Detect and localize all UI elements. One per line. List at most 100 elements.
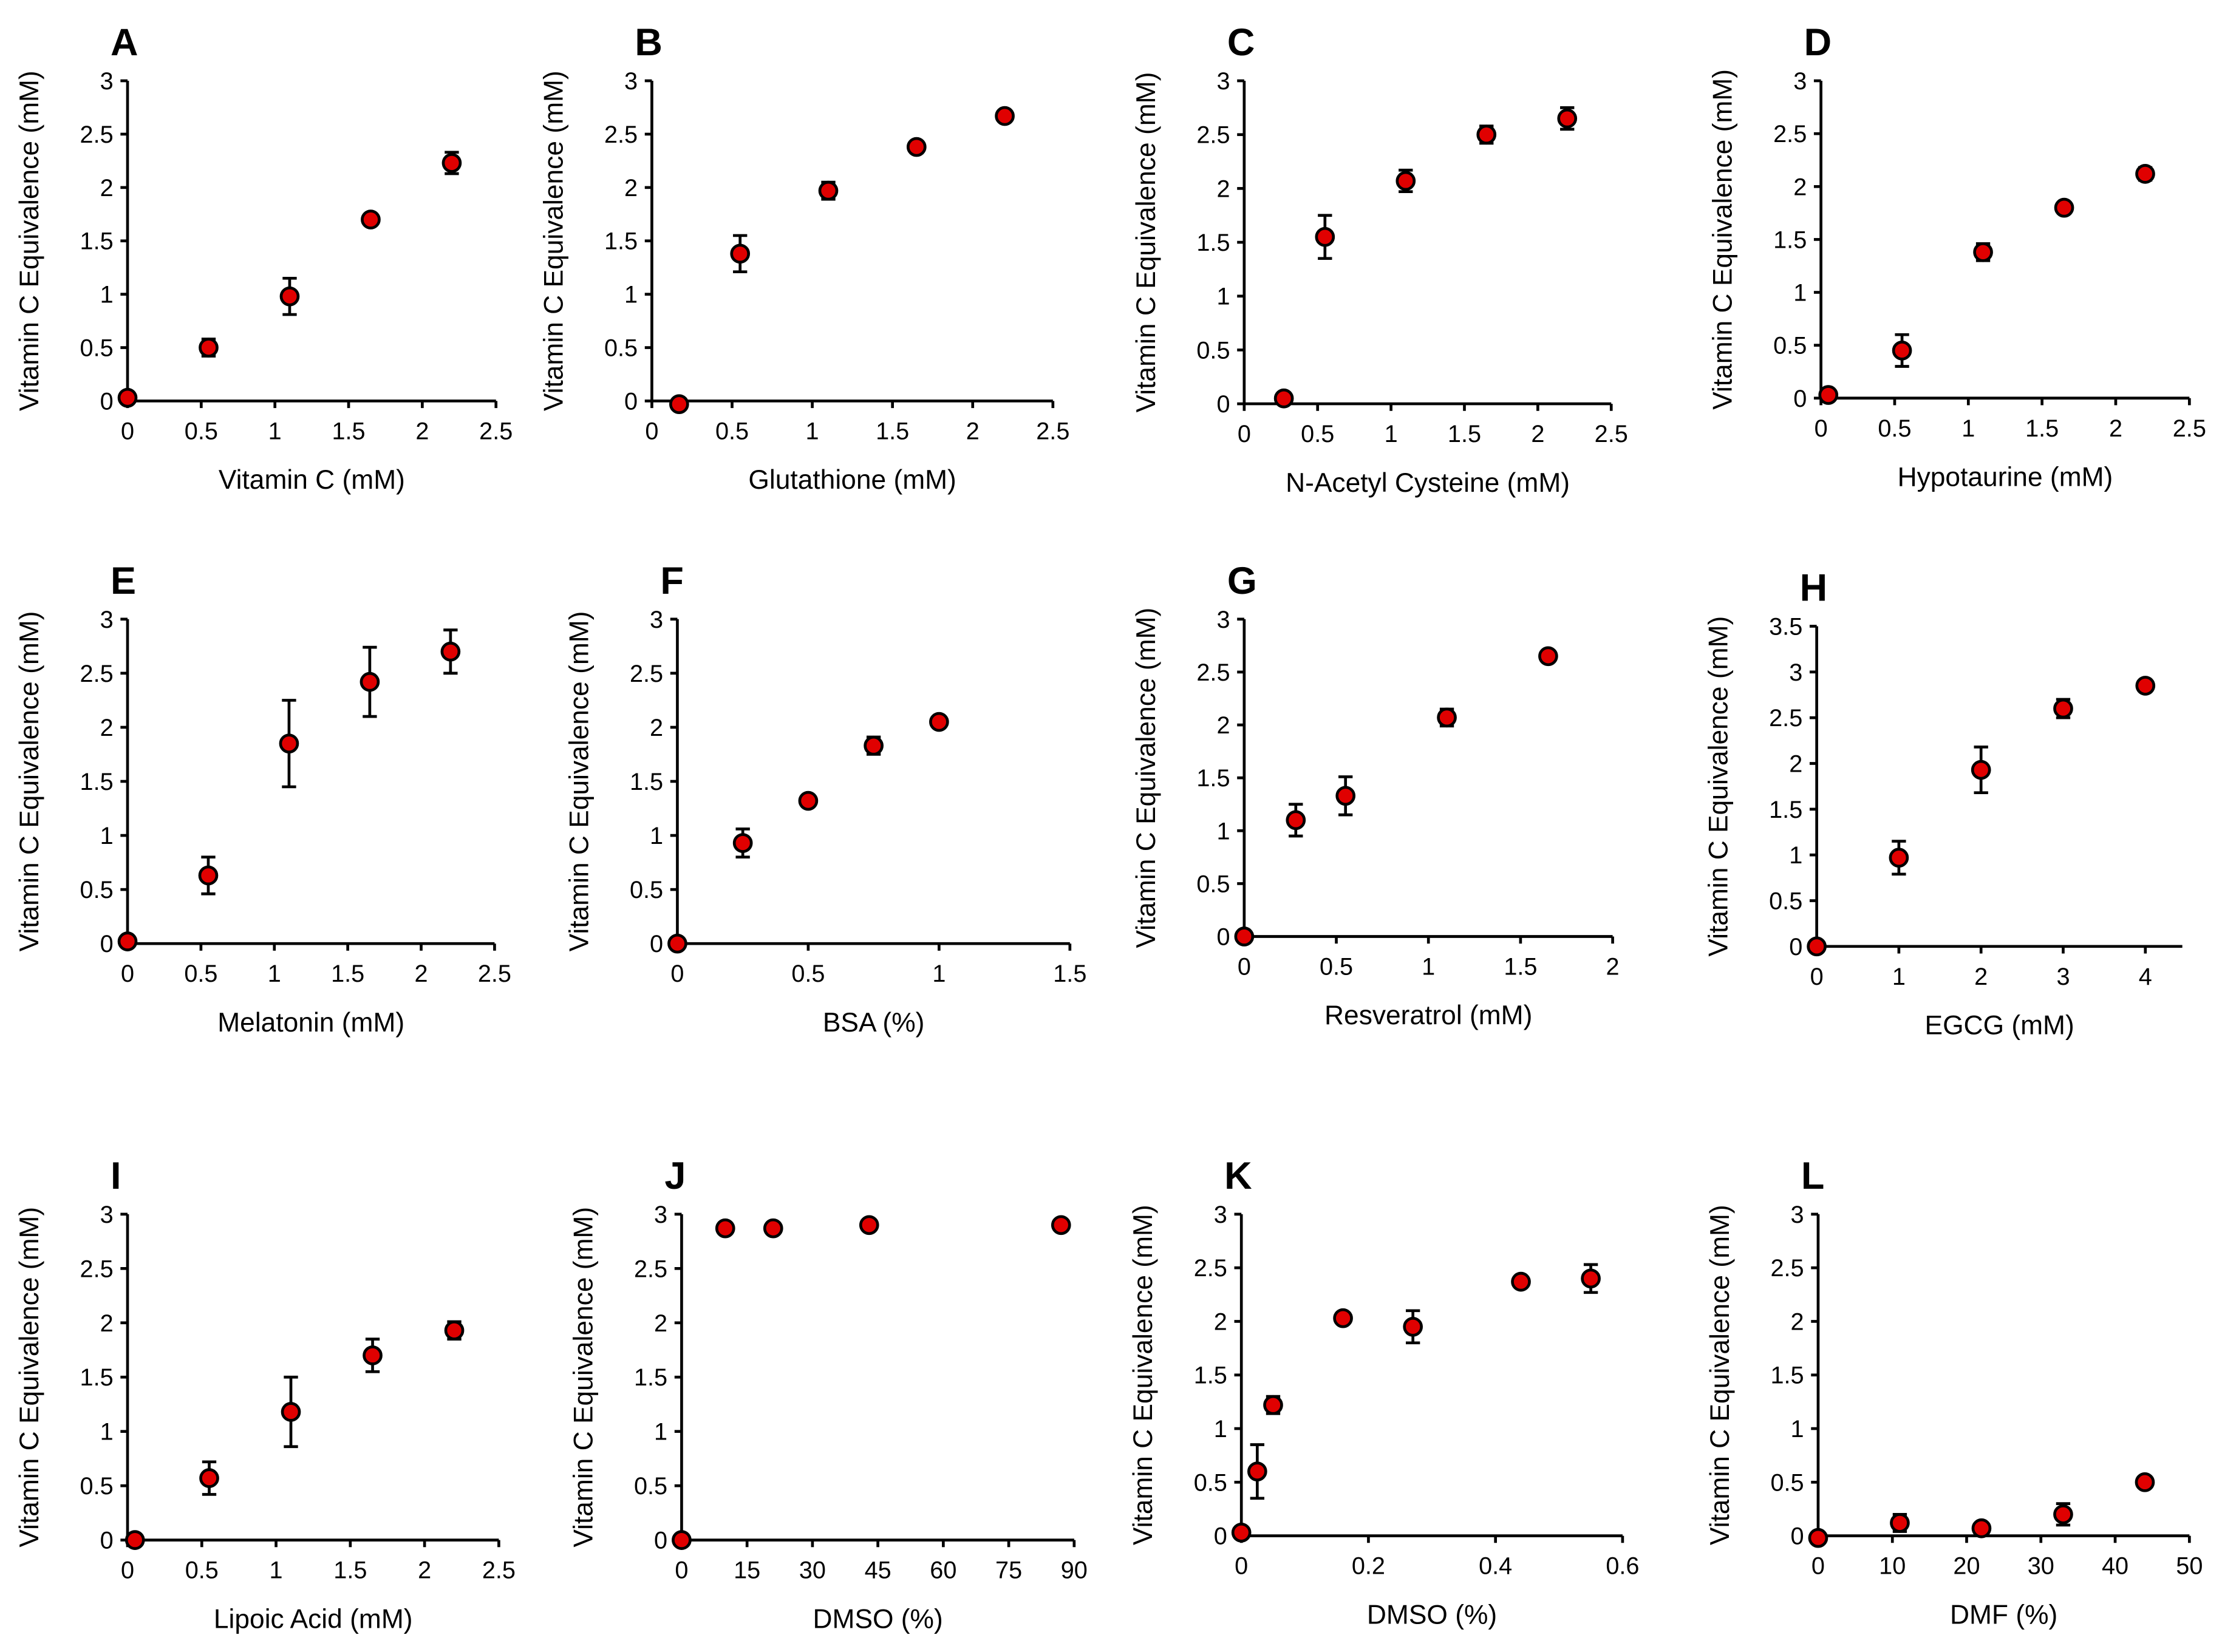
y-tick-label: 2.5	[1769, 705, 1802, 732]
x-tick-label: 0.5	[1320, 954, 1353, 981]
marker	[2053, 698, 2073, 719]
marker	[667, 933, 687, 954]
y-tick-label: 1.5	[1769, 797, 1802, 823]
data-point	[2053, 698, 2073, 719]
y-tick-label: 0.5	[1769, 888, 1802, 915]
data-point	[441, 151, 462, 175]
y-tick-label: 1	[1789, 842, 1802, 869]
x-tick-label: 1	[268, 418, 282, 444]
data-point	[1581, 1263, 1601, 1294]
panel-letter: J	[664, 1155, 686, 1197]
x-tick-label: 2.5	[1036, 418, 1069, 444]
y-tick-label: 2	[1214, 1308, 1227, 1335]
y-tick-label: 2.5	[1196, 659, 1230, 686]
y-tick-label: 0.5	[80, 877, 114, 903]
data-point	[669, 394, 689, 415]
x-tick-label: 1.5	[2025, 415, 2059, 442]
x-axis-label: Resveratrol (mM)	[1324, 1001, 1532, 1030]
panel-letter: G	[1227, 560, 1257, 602]
y-axis-label: Vitamin C Equivalence (mM)	[15, 611, 44, 952]
x-tick-label: 1	[1961, 415, 1975, 442]
y-tick-label: 1.5	[604, 228, 638, 255]
marker	[1051, 1215, 1071, 1236]
marker	[1286, 810, 1306, 831]
y-tick-label: 0	[1791, 1523, 1804, 1550]
x-tick-label: 1	[806, 418, 819, 444]
marker	[1538, 646, 1558, 667]
y-axis-label: Vitamin C Equivalence (mM)	[1131, 608, 1161, 948]
y-tick-label: 0	[654, 1528, 667, 1554]
marker	[1581, 1268, 1601, 1289]
marker	[441, 153, 462, 173]
data-point	[117, 387, 138, 408]
y-tick-label: 0.5	[1196, 871, 1230, 897]
marker	[1808, 1528, 1828, 1548]
y-tick-label: 2	[100, 175, 114, 202]
data-point	[1273, 388, 1294, 409]
data-point	[730, 234, 751, 274]
y-tick-label: 2	[1791, 1308, 1804, 1335]
y-tick-label: 3	[1216, 68, 1230, 95]
marker	[672, 1530, 692, 1550]
y-axis-label: Vitamin C Equivalence (mM)	[1131, 72, 1161, 413]
x-tick-label: 3	[2056, 964, 2070, 990]
marker	[1973, 242, 1993, 262]
y-tick-label: 2.5	[80, 661, 114, 687]
data-point	[2053, 1502, 2073, 1527]
marker	[995, 106, 1015, 126]
x-tick-label: 0.5	[184, 960, 217, 987]
y-tick-label: 3	[1793, 68, 1807, 95]
x-tick-label: 1	[1385, 421, 1398, 447]
y-tick-label: 1	[1216, 818, 1230, 845]
marker	[798, 790, 819, 811]
x-tick-label: 0	[1815, 415, 1828, 442]
y-tick-label: 2.5	[80, 1256, 114, 1282]
y-tick-label: 2	[100, 715, 114, 741]
x-tick-label: 0.2	[1352, 1553, 1385, 1580]
y-tick-label: 1.5	[630, 769, 663, 795]
y-tick-label: 2.5	[1770, 1255, 1804, 1282]
y-tick-label: 1	[100, 823, 114, 849]
data-point	[1538, 646, 1558, 667]
y-tick-label: 1.5	[1773, 226, 1807, 253]
data-point	[2135, 164, 2155, 184]
marker	[859, 1215, 879, 1236]
marker	[2135, 164, 2155, 184]
marker	[440, 641, 461, 662]
x-axis-label: Lipoic Acid (mM)	[214, 1604, 413, 1634]
y-axis-label: Vitamin C Equivalence (mM)	[1704, 616, 1734, 957]
x-tick-label: 2.5	[2173, 415, 2206, 442]
x-tick-label: 2	[1974, 964, 1988, 990]
x-tick-label: 0	[1810, 964, 1824, 990]
y-tick-label: 3	[100, 607, 114, 633]
data-point	[818, 180, 839, 201]
panel-letter: F	[660, 560, 683, 602]
x-tick-label: 30	[2028, 1553, 2054, 1580]
panel-i: I 0 0.5 1 1.5 2 2.5 3 0 0.5 1 1.5 2 2.5 Lipoic Acid (m…	[15, 1155, 516, 1634]
marker	[2135, 1472, 2155, 1492]
marker	[444, 1320, 465, 1341]
marker	[1511, 1271, 1531, 1292]
panel-g: G 0 0.5 1 1.5 2 2.5 3 0 0.5 1 1.5 2 Resveratrol (mM) V…	[1131, 560, 1620, 1030]
data-point	[1557, 106, 1578, 131]
data-point	[1335, 775, 1356, 817]
x-tick-label: 1.5	[1448, 421, 1481, 447]
y-tick-label: 3	[1214, 1202, 1227, 1228]
panel-d: D 0 0.5 1 1.5 2 2.5 3 0 0.5 1 1.5 2 2.5 Hypotaurine (m…	[1708, 21, 2206, 492]
data-point	[763, 1218, 783, 1239]
x-tick-label: 75	[995, 1557, 1022, 1584]
y-tick-label: 1	[100, 1419, 114, 1446]
data-point	[1234, 926, 1255, 947]
marker	[929, 712, 949, 732]
y-tick-label: 2	[1793, 174, 1807, 200]
y-tick-label: 0	[100, 388, 114, 415]
y-tick-label: 2	[654, 1310, 667, 1337]
data-point	[798, 790, 819, 811]
marker	[279, 733, 299, 753]
y-tick-label: 1	[1216, 284, 1230, 310]
x-tick-label: 2.5	[479, 418, 513, 444]
x-tick-label: 0	[675, 1557, 688, 1584]
y-tick-label: 3	[100, 1202, 114, 1228]
y-tick-label: 1.5	[1770, 1362, 1804, 1389]
